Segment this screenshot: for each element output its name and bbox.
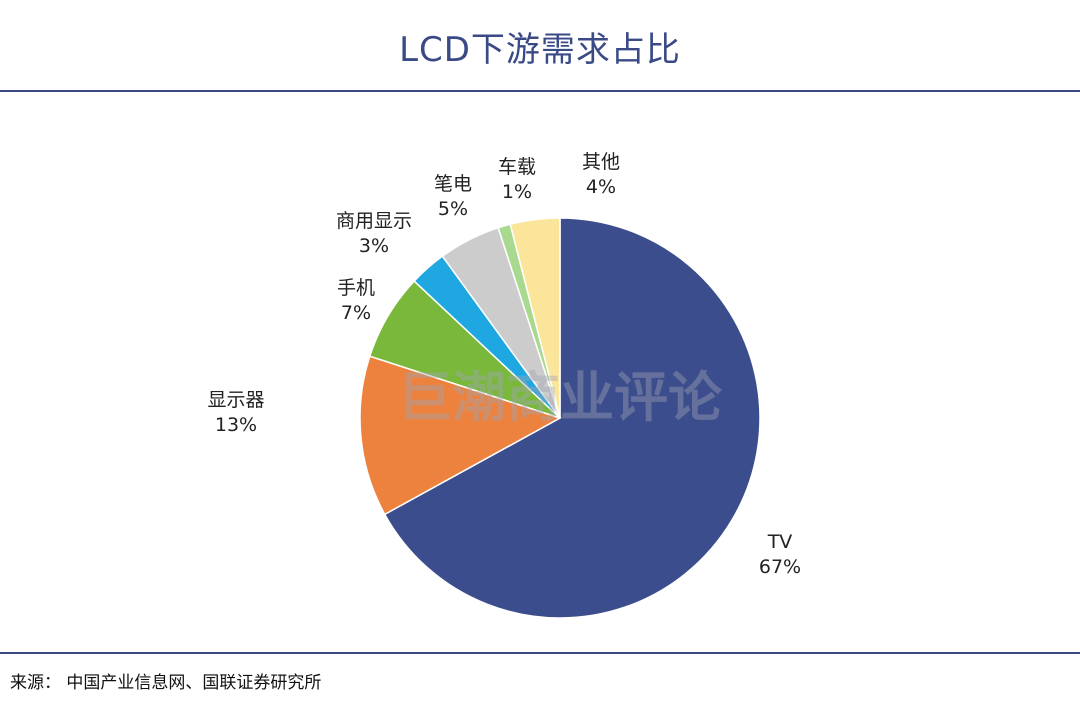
slice-value-1: 13% bbox=[215, 414, 257, 436]
slice-value-0: 67% bbox=[759, 556, 801, 578]
slice-value-6: 4% bbox=[586, 176, 616, 198]
slice-label-1: 显示器 bbox=[207, 389, 264, 411]
pie-slice-0 bbox=[383, 217, 761, 619]
chart-title: LCD下游需求占比 bbox=[399, 30, 681, 70]
source-note: 来源： 中国产业信息网、国联证券研究所 bbox=[10, 673, 322, 693]
slice-value-5: 1% bbox=[502, 181, 532, 203]
slice-value-4: 5% bbox=[438, 198, 468, 220]
slice-label-5: 车载 bbox=[498, 156, 536, 178]
slice-value-2: 7% bbox=[341, 302, 371, 324]
slice-label-3: 商用显示 bbox=[336, 210, 412, 232]
slice-label-0: TV bbox=[767, 531, 793, 553]
pie-slice-6 bbox=[509, 217, 561, 419]
top-divider bbox=[0, 90, 1080, 92]
bottom-divider bbox=[0, 652, 1080, 654]
watermark: 巨潮商业评论 bbox=[398, 366, 723, 429]
slice-label-4: 笔电 bbox=[434, 173, 472, 195]
slice-label-6: 其他 bbox=[582, 151, 620, 173]
slice-label-2: 手机 bbox=[337, 277, 375, 299]
slice-value-3: 3% bbox=[359, 235, 389, 257]
pie-slice-1 bbox=[359, 355, 562, 516]
